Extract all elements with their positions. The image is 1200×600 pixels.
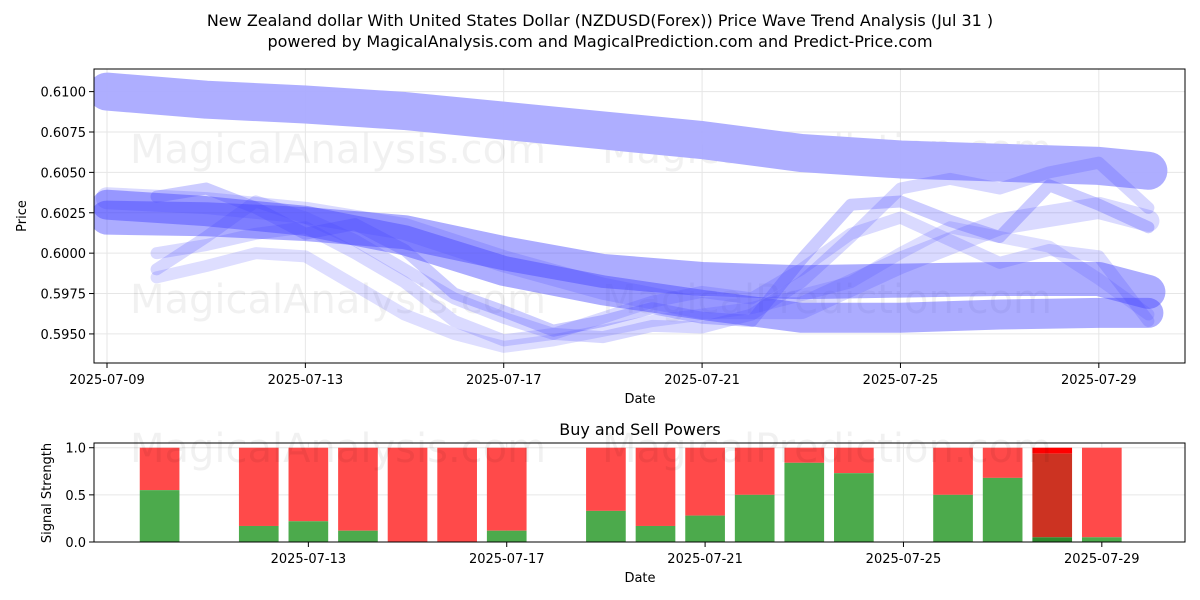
price-x-tick-label: 2025-07-25 [863,373,939,388]
sell-power-bar [635,447,676,526]
sell-power-bar [288,447,329,522]
price-x-ticks: 2025-07-09 2025-07-13 2025-07-17 2025-07-21… [69,363,1137,388]
price-wave-band-5 [150,179,1155,337]
sell-power-bar [685,447,725,516]
buy-power-bar [982,477,1023,542]
power-x-tick-label: 2025-07-13 [271,552,347,567]
price-x-tick-label: 2025-07-21 [664,373,740,388]
power-x-tick-label: 2025-07-25 [866,552,942,567]
power-x-ticks: 2025-07-13 2025-07-17 2025-07-21 2025-07-25… [271,542,1140,567]
sell-power-bar [238,447,279,526]
watermark-prediction-bottom: MagicalPrediction.com [602,426,1052,472]
buy-power-bar [784,462,825,542]
price-y-tick-label: 0.6100 [41,86,87,101]
sell-power-bar [1081,447,1122,538]
price-y-tick-label: 0.5950 [41,328,87,343]
power-x-tick-label: 2025-07-17 [469,552,545,567]
main-title-line-1: New Zealand dollar With United States Do… [207,11,993,30]
price-y-ticks: 0.5950 0.5975 0.6000 0.6025 0.6050 0.6075 0.61… [41,86,94,343]
power-y-axis-label: Signal Strength [40,443,55,543]
buy-power-bar [635,525,676,542]
price-plot-frame [93,68,1186,364]
price-x-tick-label: 2025-07-09 [69,373,145,388]
price-y-tick-label: 0.6000 [41,247,87,262]
buy-power-bar [1032,537,1073,542]
price-y-tick-label: 0.6075 [41,126,87,141]
buy-power-bar [288,521,329,542]
price-wave-band-2 [94,200,1166,309]
buy-power-bar [486,530,527,542]
sell-power-bar [437,447,477,542]
power-chart-title: Buy and Sell Powers [559,420,721,439]
sell-power-bar [982,447,1023,478]
power-y-tick-label: 0.5 [65,489,86,504]
power-y-ticks: 0.0 0.5 1.0 [65,442,94,551]
sell-power-bar [933,447,973,495]
power-x-tick-label: 2025-07-29 [1064,552,1140,567]
buy-power-bar [834,473,874,542]
price-y-tick-label: 0.6025 [41,207,87,222]
power-bars [139,447,1122,542]
power-y-tick-label: 0.0 [65,536,86,551]
price-wave-band-3 [94,189,1164,333]
watermark-analysis-bottom: MagicalAnalysis.com [130,426,546,472]
price-wave-band-7 [150,211,1155,347]
power-y-tick-label: 1.0 [65,442,86,457]
buy-power-bar [734,494,775,542]
price-wave-band-1 [94,72,1168,190]
price-x-tick-label: 2025-07-13 [268,373,344,388]
buy-power-bar [586,510,626,542]
price-x-tick-label: 2025-07-17 [466,373,542,388]
watermark-analysis-mid: MagicalAnalysis.com [130,277,546,323]
price-wave-band-4 [96,187,1160,320]
sell-power-bar [338,447,378,531]
buy-power-bar [933,494,973,542]
price-y-axis-label: Price [15,200,30,232]
buy-sell-power-chart: Buy and Sell Powers MagicalAnalysis.com … [40,420,1186,586]
main-title-line-2: powered by MagicalAnalysis.com and Magic… [267,32,932,51]
sell-power-bar [139,447,180,491]
price-wave-chart: MagicalAnalysis.com MagicalPrediction.co… [15,68,1186,407]
buy-power-bar [685,515,725,542]
power-plot-frame [93,442,1186,543]
price-wave-bands [94,72,1168,353]
power-bar-strong-cap [1032,447,1073,454]
price-wave-band-8 [150,221,1155,353]
price-x-tick-label: 2025-07-29 [1061,373,1137,388]
sell-power-bar [784,447,825,463]
price-x-axis-label: Date [624,392,655,407]
buy-power-bar [139,490,180,542]
sell-power-bar [834,447,874,474]
price-y-tick-label: 0.5975 [41,288,87,303]
watermark-prediction-mid: MagicalPrediction.com [602,277,1052,323]
price-wave-band-6 [150,156,1155,344]
sell-power-bar [1032,453,1073,538]
power-x-axis-label: Date [624,571,655,586]
sell-power-bar [586,447,626,511]
buy-power-bar [238,525,279,542]
buy-power-bar [1081,537,1122,542]
buy-power-bar [338,530,378,542]
sell-power-bar [734,447,775,495]
sell-power-bar [387,447,428,542]
price-y-tick-label: 0.6050 [41,166,87,181]
power-x-tick-label: 2025-07-21 [667,552,743,567]
power-watermarks: MagicalAnalysis.com MagicalPrediction.co… [130,426,1052,472]
sell-power-bar [486,447,527,531]
